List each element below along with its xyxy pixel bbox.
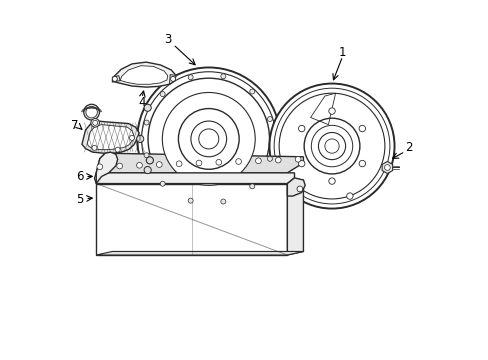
Polygon shape — [94, 173, 294, 184]
Circle shape — [328, 108, 335, 114]
Circle shape — [146, 157, 153, 164]
Text: 3: 3 — [163, 33, 171, 46]
Circle shape — [267, 117, 272, 122]
Circle shape — [97, 164, 102, 170]
Polygon shape — [82, 121, 139, 153]
Polygon shape — [287, 180, 303, 255]
Text: 6: 6 — [76, 170, 83, 183]
Circle shape — [221, 199, 225, 204]
Circle shape — [298, 125, 305, 132]
Circle shape — [83, 104, 99, 120]
Circle shape — [196, 160, 202, 166]
Polygon shape — [96, 184, 287, 255]
Circle shape — [275, 157, 281, 163]
Polygon shape — [96, 251, 303, 255]
Polygon shape — [112, 76, 120, 82]
Circle shape — [324, 139, 339, 153]
Polygon shape — [169, 75, 176, 84]
Circle shape — [136, 135, 143, 143]
Circle shape — [91, 118, 99, 127]
Circle shape — [296, 186, 302, 192]
Circle shape — [156, 162, 162, 167]
Circle shape — [358, 125, 365, 132]
Circle shape — [249, 184, 254, 189]
Circle shape — [170, 76, 175, 81]
Polygon shape — [381, 161, 392, 174]
Circle shape — [178, 109, 239, 169]
Circle shape — [358, 160, 365, 167]
Circle shape — [279, 93, 384, 199]
Text: 4: 4 — [138, 96, 145, 109]
Circle shape — [221, 74, 225, 79]
Circle shape — [93, 120, 98, 125]
Circle shape — [148, 78, 269, 200]
Circle shape — [384, 165, 389, 170]
Circle shape — [255, 158, 261, 164]
Circle shape — [328, 178, 335, 184]
Polygon shape — [96, 152, 118, 184]
Circle shape — [311, 125, 352, 167]
Circle shape — [295, 157, 300, 162]
Circle shape — [137, 67, 280, 210]
Polygon shape — [112, 62, 176, 87]
Text: 2: 2 — [404, 141, 412, 154]
Circle shape — [129, 135, 134, 140]
Polygon shape — [87, 125, 134, 150]
Circle shape — [160, 181, 165, 186]
Circle shape — [304, 118, 359, 174]
Circle shape — [117, 163, 122, 169]
Circle shape — [269, 84, 394, 208]
Circle shape — [162, 93, 255, 185]
Circle shape — [298, 160, 305, 167]
Circle shape — [115, 147, 120, 152]
Text: 7: 7 — [71, 119, 79, 132]
Circle shape — [144, 104, 151, 111]
Polygon shape — [120, 66, 167, 84]
Circle shape — [274, 88, 389, 204]
Circle shape — [176, 161, 182, 167]
Circle shape — [188, 75, 193, 80]
Circle shape — [160, 91, 165, 96]
Circle shape — [144, 120, 149, 125]
Circle shape — [136, 162, 142, 168]
Circle shape — [144, 166, 151, 174]
Circle shape — [216, 159, 221, 165]
Circle shape — [112, 76, 117, 81]
Circle shape — [188, 198, 193, 203]
Polygon shape — [96, 153, 303, 173]
Circle shape — [190, 121, 226, 157]
Circle shape — [142, 72, 275, 206]
Circle shape — [144, 153, 149, 158]
Circle shape — [198, 129, 218, 149]
Circle shape — [249, 89, 254, 94]
Circle shape — [92, 145, 97, 150]
Circle shape — [318, 132, 345, 159]
Polygon shape — [287, 178, 305, 196]
Circle shape — [346, 193, 352, 199]
Text: 5: 5 — [76, 193, 83, 206]
Circle shape — [267, 156, 272, 161]
Circle shape — [235, 159, 241, 165]
Circle shape — [86, 107, 97, 118]
Text: 1: 1 — [338, 46, 346, 59]
